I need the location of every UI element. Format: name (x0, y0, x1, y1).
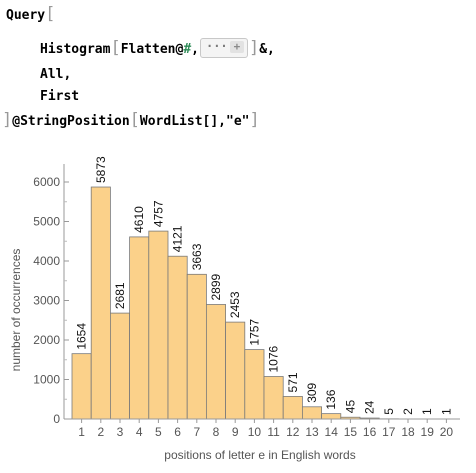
histogram-bar (90, 186, 111, 420)
x-axis: 1 2 3 4 5 6 7 8 9 10 11 12 13 14 15 16 17 18 19 20 (64, 418, 460, 439)
code-line-3: All, (40, 67, 72, 82)
histogram-bar (301, 406, 322, 420)
histogram-bar (205, 304, 226, 420)
code-line-5: ]@StringPosition[WordList[],"e"] (2, 110, 260, 130)
open-bracket: [ (129, 110, 140, 130)
bar-value-label: 1757 (247, 319, 261, 346)
histogram-bar (244, 349, 265, 420)
bar-value-label: 24 (363, 400, 377, 414)
bar-value-label: 136 (324, 389, 338, 409)
bar-value-label: 2453 (228, 291, 242, 318)
code-line-4: First (40, 89, 80, 104)
histogram-bar (263, 376, 284, 420)
bar-value-label: 3663 (190, 243, 204, 270)
x-tick-label: 20 (440, 425, 454, 439)
histogram-bar (110, 312, 131, 420)
code-line-2: Histogram[Flatten@#, ··· +]&, (40, 37, 275, 60)
bar-value-label: 1654 (75, 323, 89, 350)
bar-value-label: 1 (420, 408, 434, 415)
y-tick-label: 5000 (33, 215, 60, 229)
x-tick-label: 19 (421, 425, 435, 439)
x-tick-label: 16 (363, 425, 377, 439)
x-tick-label: 8 (213, 425, 220, 439)
histogram-bar (225, 321, 246, 420)
bar-value-label: 2681 (113, 282, 127, 309)
close-bracket: ] (249, 110, 260, 130)
bar-value-label: 1 (439, 408, 453, 415)
x-tick-label: 14 (325, 425, 339, 439)
histogram-bar (282, 396, 303, 420)
y-tick-label: 4000 (33, 254, 60, 268)
bar-value-label: 4610 (132, 206, 146, 233)
comma: , (191, 42, 199, 57)
open-bracket: [ (45, 4, 56, 24)
x-tick-label: 4 (136, 425, 143, 439)
bar-value-label: 1076 (267, 345, 281, 372)
bar-value-label: 309 (305, 382, 319, 402)
x-tick-label: 1 (78, 425, 85, 439)
histogram-bar (186, 273, 207, 420)
plus-icon[interactable]: + (229, 40, 244, 53)
bar-labels-group: 1654 5873 2681 4610 4757 4121 3663 2899 2453 1757… (75, 156, 454, 415)
bar-value-label: 4757 (151, 200, 165, 227)
expression-placeholder[interactable]: ··· + (199, 37, 248, 58)
bar-value-label: 2899 (209, 273, 223, 300)
x-tick-label: 9 (232, 425, 239, 439)
function-ampersand: &, (259, 42, 275, 57)
query-keyword: Query (6, 8, 46, 23)
y-axis-label: number of occurrences (9, 249, 23, 372)
x-tick-label: 17 (382, 425, 396, 439)
open-bracket: [ (110, 38, 121, 58)
flatten-expression: Flatten@ (120, 42, 184, 57)
histogram-bar (148, 230, 169, 420)
x-tick-label: 18 (401, 425, 415, 439)
histogram-keyword: Histogram (40, 42, 111, 57)
y-tick-label: 6000 (33, 175, 60, 189)
y-axis: 0 1000 2000 3000 4000 5000 6000 (33, 164, 69, 426)
x-tick-label: 7 (193, 425, 200, 439)
bar-value-label: 45 (343, 400, 357, 414)
x-tick-label: 6 (174, 425, 181, 439)
x-tick-label: 13 (305, 425, 319, 439)
code-line-1: Query[ (6, 4, 55, 24)
histogram-bar (167, 255, 188, 420)
y-tick-label: 2000 (33, 333, 60, 347)
bar-value-label: 2 (401, 408, 415, 415)
x-tick-label: 5 (155, 425, 162, 439)
bar-value-label: 4121 (171, 225, 185, 252)
x-tick-label: 2 (97, 425, 104, 439)
code-cell[interactable]: Query[ Histogram[Flatten@#, ··· +]&, All, … (0, 0, 476, 140)
x-tick-label: 3 (117, 425, 124, 439)
ellipsis-icon: ··· (205, 38, 228, 53)
bar-value-label: 5873 (94, 156, 108, 183)
y-tick-label: 3000 (33, 294, 60, 308)
bar-value-label: 571 (286, 372, 300, 392)
histogram-bar (321, 413, 342, 420)
x-tick-label: 10 (248, 425, 262, 439)
histogram-bar (129, 236, 150, 420)
y-tick-label: 0 (53, 412, 60, 426)
histogram-bar (71, 353, 92, 420)
x-tick-label: 12 (286, 425, 300, 439)
close-bracket: ] (2, 110, 13, 130)
x-axis-label: positions of letter e in English words (164, 448, 355, 462)
x-tick-label: 15 (344, 425, 358, 439)
slot-symbol: # (183, 42, 192, 57)
close-bracket: ] (248, 38, 260, 58)
bar-value-label: 5 (382, 408, 396, 415)
stringposition-args: WordList[],"e" (139, 114, 250, 129)
y-tick-label: 1000 (33, 373, 60, 387)
x-tick-label: 11 (267, 425, 280, 439)
stringposition-call: @StringPosition (12, 114, 130, 129)
bars-group (71, 186, 457, 420)
